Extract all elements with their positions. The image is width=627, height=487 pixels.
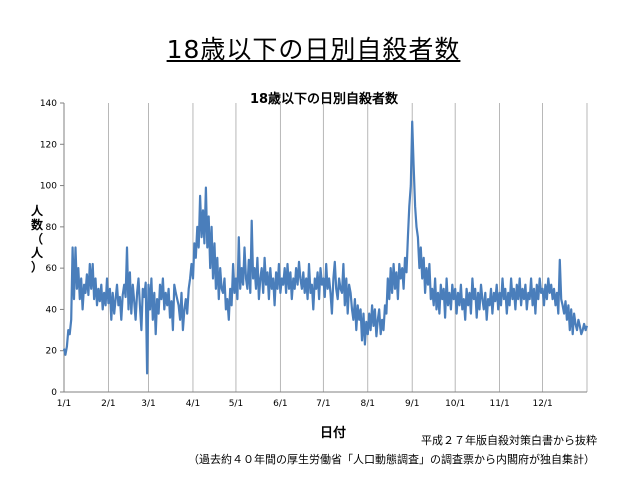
y-tick-label-6: 120 [40, 140, 57, 150]
y-tick-label-5: 100 [40, 182, 57, 192]
y-axis-label-char: 人 [30, 204, 43, 218]
y-tick-label-4: 80 [46, 223, 58, 233]
series-line [62, 120, 589, 375]
y-tick-label-0: 0 [51, 388, 57, 398]
x-tick-label-10: 11/1 [489, 399, 509, 409]
y-axis-label-char: ） [30, 260, 43, 274]
x-tick-labels: 1/1 2/1 3/1 4/1 5/1 6/1 7/1 8/1 9/1 10/1 11/1 12/1 [57, 399, 553, 409]
x-tick-label-3: 4/1 [186, 399, 200, 409]
y-axis-label-char: （ [30, 232, 43, 246]
x-tick-label-0: 1/1 [57, 399, 71, 409]
grid-lines [63, 103, 588, 392]
y-tick-labels: 0 20 40 60 80 100 120 140 [40, 99, 57, 398]
chart-title: 18歳以下の日別自殺者数 [250, 91, 399, 107]
y-tick-label-2: 40 [46, 305, 58, 315]
x-tick-label-8: 9/1 [405, 399, 419, 409]
x-tick-label-9: 10/1 [445, 399, 465, 409]
x-tick-label-5: 6/1 [273, 399, 287, 409]
y-axis-label-char: 数 [30, 218, 43, 232]
axes [60, 102, 587, 393]
y-tick-label-7: 140 [40, 99, 57, 109]
x-tick-label-2: 3/1 [141, 399, 155, 409]
source-note: 平成２７年版自殺対策白書から抜粋 [421, 434, 597, 447]
y-tick-label-1: 20 [46, 347, 58, 357]
y-axis-label-char: 人 [30, 246, 43, 260]
x-tick-label-4: 5/1 [229, 399, 243, 409]
x-tick-label-11: 12/1 [532, 399, 552, 409]
y-tick-label-3: 60 [46, 264, 58, 274]
source-detail-note: （過去約４０年間の厚生労働省「人口動態調査」の調査票から内閣府が独自集計） [188, 453, 595, 466]
y-axis-label: 人数（人） [30, 204, 44, 274]
x-axis-label: 日付 [320, 425, 346, 441]
page-title: 18歳以下の日別自殺者数 [166, 35, 461, 64]
x-tick-label-6: 7/1 [316, 399, 330, 409]
x-tick-label-1: 2/1 [101, 399, 115, 409]
x-tick-label-7: 8/1 [361, 399, 375, 409]
